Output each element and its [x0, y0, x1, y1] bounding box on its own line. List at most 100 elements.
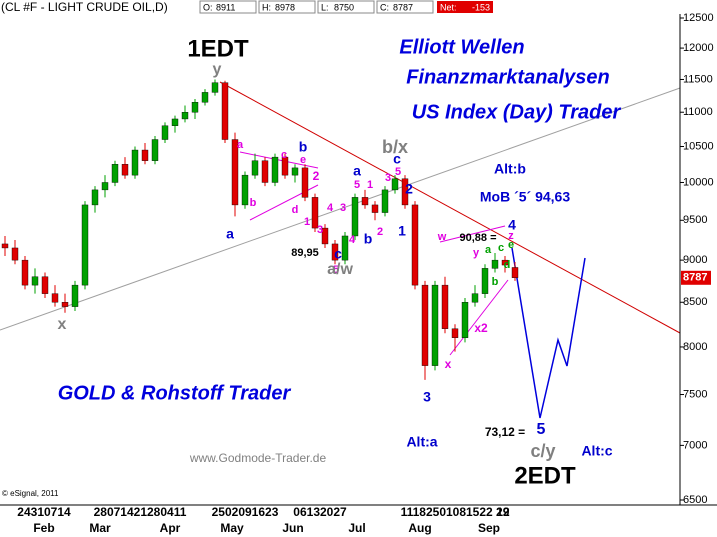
annotation: c [498, 242, 504, 254]
field-box [258, 0, 316, 14]
candle-body [231, 139, 239, 206]
annotation: Alt:a [406, 434, 437, 450]
month-label: Jul [348, 521, 365, 535]
annotation: 5 [537, 421, 546, 438]
candle-body [21, 259, 29, 286]
field-label: O: [203, 2, 213, 12]
y-tick-label: 10500 [683, 140, 714, 152]
annotation: Alt:c [581, 443, 612, 459]
annotation: 4 [327, 202, 334, 214]
annotation: x2 [474, 321, 488, 335]
field-label: L: [321, 2, 329, 12]
title: GOLD & Rohstoff Trader [58, 382, 292, 404]
month-label: Apr [160, 521, 181, 535]
candle-body [421, 284, 429, 366]
annotation: d [504, 259, 511, 271]
trendline [0, 87, 681, 331]
y-tick-label: 11500 [683, 73, 713, 85]
candle-body [451, 328, 459, 338]
candle-body [471, 293, 479, 303]
candle-body [61, 302, 69, 307]
annotation: 2EDT [514, 462, 576, 489]
net-value: -153 [472, 2, 490, 12]
annotation: x [445, 357, 452, 371]
annotation: 5 [354, 179, 360, 191]
y-tick-label: 11000 [683, 106, 713, 118]
annotation: a [353, 163, 361, 179]
candle-body [361, 197, 369, 206]
candle-body [161, 125, 169, 140]
annotation: b [299, 139, 308, 155]
projection [511, 247, 586, 419]
y-tick-label: 6500 [683, 494, 707, 506]
candle-body [141, 149, 149, 161]
candle-body [291, 167, 299, 176]
candle-body [501, 259, 509, 266]
price-tag [681, 270, 711, 285]
annotation: b [250, 197, 257, 209]
field-value: 8787 [393, 2, 413, 12]
y-tick-label: 10000 [683, 176, 714, 188]
candle-body [301, 167, 309, 198]
candle-body [111, 164, 119, 183]
annotation: MoB ´5´ 94,63 [480, 189, 570, 205]
y-tick-label: 8000 [683, 341, 707, 353]
candle-body [101, 182, 109, 191]
annotation: 3 [340, 202, 346, 214]
annotation: 3 [317, 224, 323, 236]
candle-body [251, 160, 259, 176]
candle-body [381, 189, 389, 213]
month-label: Jun [282, 521, 303, 535]
copyright: © eSignal, 2011 [2, 489, 59, 498]
annotation: 2 [377, 226, 383, 238]
y-tick-label: 8500 [683, 296, 707, 308]
candle-body [211, 82, 219, 93]
candle-body [121, 164, 129, 176]
month-label: Sep [478, 521, 500, 535]
x-day-label: 11182501081522 29 [401, 505, 510, 519]
annotation: c [334, 246, 342, 262]
annotation: 1 [367, 179, 373, 191]
x-day-label: 06132027 [293, 505, 347, 519]
net-label: Net: [440, 2, 457, 12]
drawing-lines [0, 0, 717, 506]
annotation: a [226, 226, 234, 242]
candle-body [261, 160, 269, 183]
title: Finanzmarktanalysen [406, 66, 609, 88]
annotation: 2 [313, 169, 320, 183]
field-box [376, 0, 434, 14]
annotation: a/w [327, 261, 353, 278]
title: US Index (Day) Trader [412, 101, 622, 123]
candle-body [461, 302, 469, 338]
y-tick-label: 7500 [683, 388, 707, 400]
candle-body [171, 118, 179, 126]
annotation: 1 [398, 223, 406, 239]
candle-body [311, 197, 319, 229]
annotation: c/y [530, 441, 555, 461]
annotation: 5 [333, 264, 339, 276]
annotation: 4 [508, 217, 516, 233]
candle-body [391, 178, 399, 191]
x-day-label: 28071421280411 [94, 505, 187, 519]
field-box [317, 0, 375, 14]
annotation: 2 [405, 181, 413, 197]
annotation: 3 [385, 172, 391, 184]
candle-body [371, 204, 379, 213]
month-label: Feb [33, 521, 54, 535]
field-label: C: [380, 2, 389, 12]
annotation: d [292, 204, 299, 216]
annotation: y [473, 247, 480, 259]
field-box [199, 0, 257, 14]
candle-body [181, 112, 189, 120]
annotation: b [492, 276, 499, 288]
candle-body [151, 139, 159, 161]
price-tag-label: 8787 [683, 272, 707, 284]
annotation: c [393, 151, 401, 167]
x-day-label: 24310714 [17, 505, 71, 519]
y-tick-label: 9500 [683, 214, 707, 226]
candle-body [51, 293, 59, 303]
candle-body [11, 247, 19, 261]
candle-body [31, 276, 39, 286]
annotation: x [58, 316, 67, 333]
month-label: Mar [89, 521, 111, 535]
